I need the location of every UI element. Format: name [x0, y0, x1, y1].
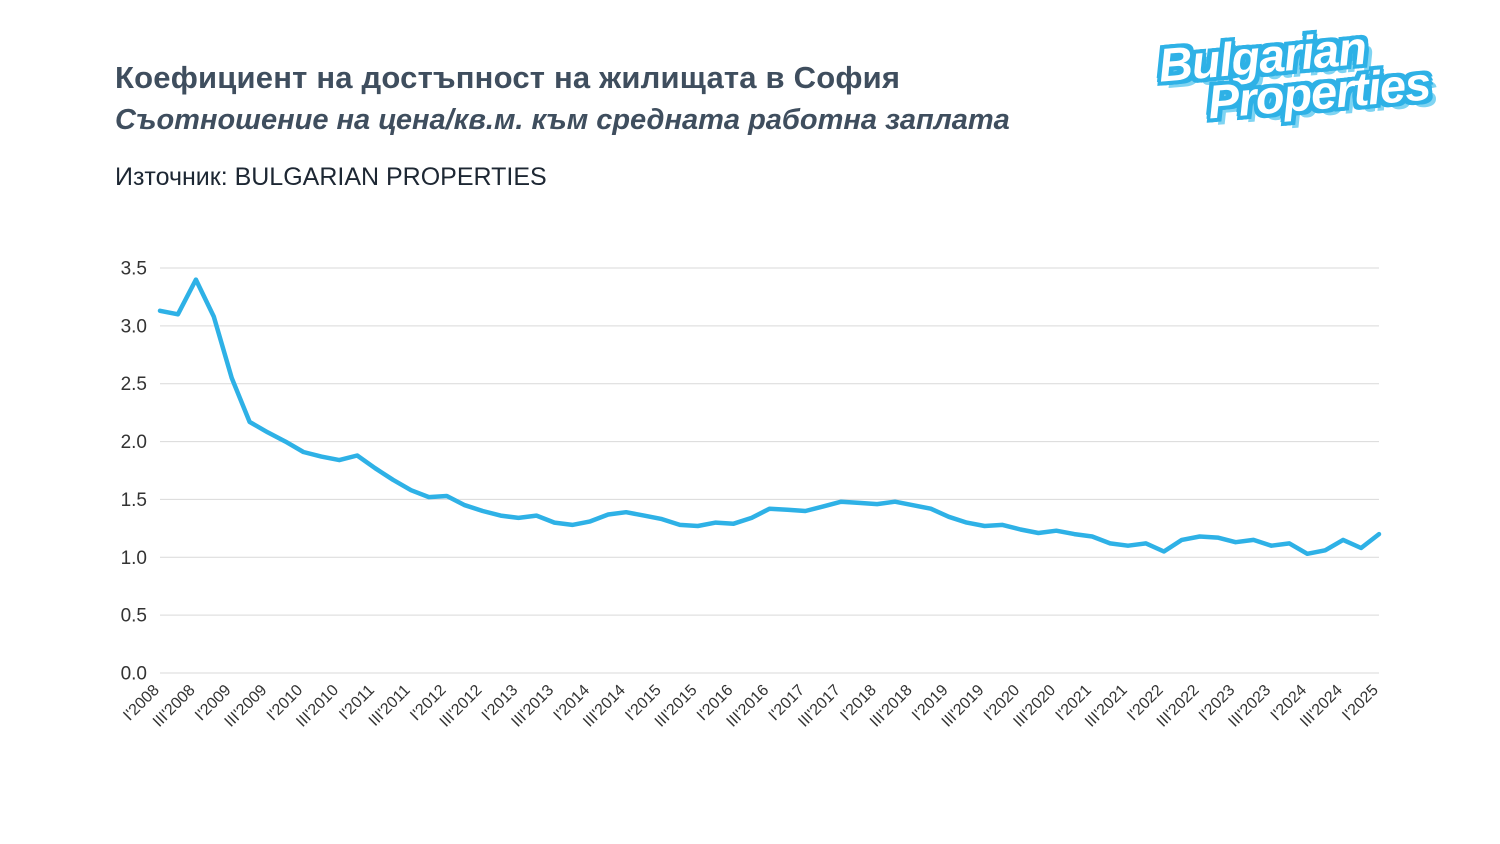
page-title: Коефициент на достъпност на жилищата в С…	[115, 60, 901, 95]
x-tick-label: III'2011	[366, 682, 414, 730]
line-chart: 0.0 0.5 1.0 1.5 2.0 2.5 3.0 3.5 I'2008 III'2008 I'…	[85, 248, 1395, 773]
brand-logo: Bulgarian Properties	[1156, 18, 1432, 129]
chart-svg: 0.00.51.01.52.02.53.03.5I'2008III'2008I'…	[120, 259, 1382, 731]
y-tick-label: 3.0	[121, 316, 147, 337]
y-tick-label: 2.5	[121, 374, 147, 395]
y-tick-label: 1.0	[121, 548, 147, 569]
page-subtitle: Съотношение на цена/кв.м. към средната р…	[115, 104, 1010, 136]
y-tick-label: 3.5	[121, 259, 147, 280]
y-tick-label: 0.0	[121, 664, 147, 685]
y-tick-label: 2.0	[121, 432, 147, 453]
y-tick-label: 0.5	[121, 606, 147, 627]
source-label: Източник: BULGARIAN PROPERTIES	[115, 163, 547, 191]
y-tick-label: 1.5	[121, 490, 147, 511]
x-tick-label: I'2025	[1339, 682, 1382, 725]
header: Коефициент на достъпност на жилищата в С…	[115, 60, 1010, 192]
affordability-series-line	[157, 277, 1382, 557]
